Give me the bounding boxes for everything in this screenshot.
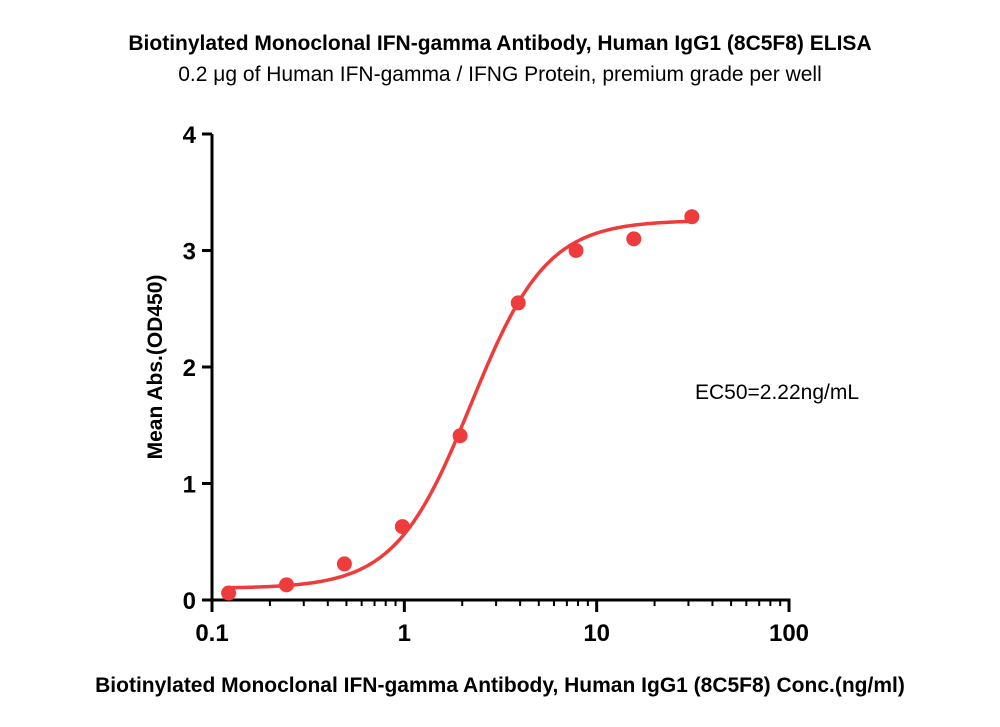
y-tick-label: 0 [183,588,196,615]
data-point [221,585,237,601]
data-point [336,556,352,572]
x-tick-label: 0.1 [195,620,228,647]
x-tick-label: 1 [398,620,411,647]
y-tick-label: 1 [183,472,196,499]
y-axis-title: Mean Abs.(OD450) [144,275,167,460]
data-point [568,243,584,258]
data-point [684,209,700,225]
chart-subtitle: 0.2 μg of Human IFN-gamma / IFNG Protein… [178,63,822,86]
chart-axes: 0 1 2 3 4 0.1 1 10 100 [183,122,809,647]
y-tick-label: 2 [183,355,196,382]
x-tick-label: 10 [583,620,610,647]
data-point [626,231,642,247]
y-tick-label: 3 [183,239,196,266]
data-point [394,519,410,535]
fit-curve-layer [228,219,692,590]
y-tick-label: 4 [183,122,197,149]
data-point [510,295,526,311]
ec50-annotation: EC50=2.22ng/mL [695,381,859,404]
x-axis-title: Biotinylated Monoclonal IFN-gamma Antibo… [95,674,905,697]
data-point [279,577,295,593]
data-points-layer [221,209,700,601]
fit-curve [228,219,692,590]
x-tick-label: 100 [769,620,809,647]
chart-title: Biotinylated Monoclonal IFN-gamma Antibo… [128,32,872,55]
data-point [452,428,468,444]
